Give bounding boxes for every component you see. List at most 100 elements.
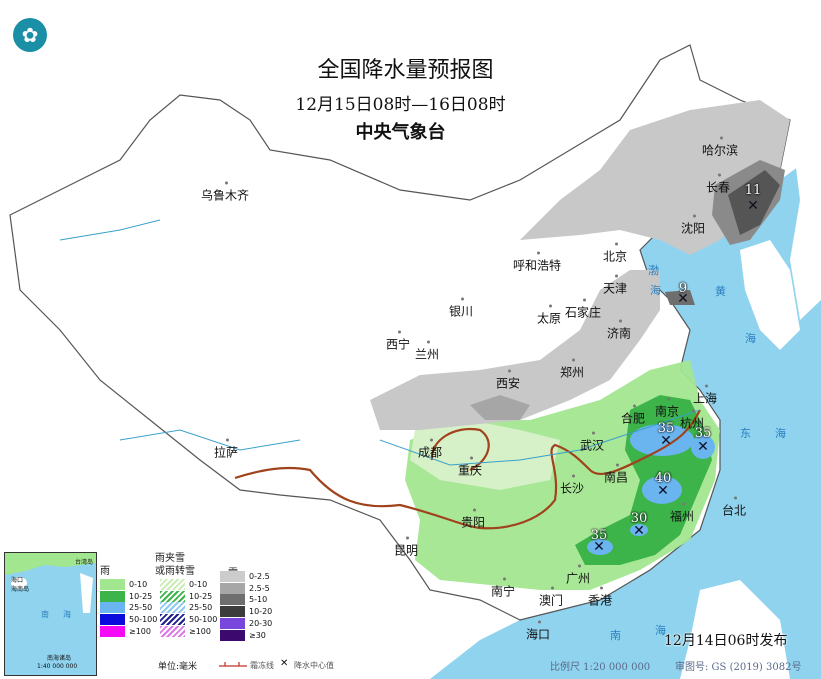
city-label: 广州 [565,564,591,586]
legend-label-snow: 10-20 [249,607,273,617]
japan-land [780,10,821,320]
map-scale: 比例尺 1:20 000 000 [550,662,651,673]
city-label: 哈尔滨 [701,136,739,158]
legend-swatch-rain [100,614,125,626]
legend-swatch-mixed [160,625,185,637]
legend-label-snow: 20-30 [249,618,273,628]
legend-label-rain: 50-100 [129,615,158,625]
legend-swatch-mixed [160,602,185,614]
issue-time: 12月14日06时发布 [664,633,788,649]
city-label: 福州 [669,502,695,524]
sea-label: 海 [745,332,756,345]
city-label: 沈阳 [680,214,706,236]
legend-label-mixed: 50-100 [189,615,218,625]
inset-label: 海南岛 [11,586,30,593]
legend-swatch-snow [220,617,245,629]
legend-label-snow: 5-10 [249,595,268,605]
city-label: 昆明 [393,536,419,558]
precip-center-value: 9 [678,281,688,296]
rain-25-50-area [630,424,694,456]
precip-center-x-icon: ✕ [657,483,669,499]
legend-swatch-snow [220,606,245,618]
legend-center-x-icon: ✕ [280,658,289,669]
city-label: 长沙 [559,474,585,496]
precip-center-x-icon: ✕ [697,439,709,455]
sea-label: 东 [740,427,751,440]
city-label: 呼和浩特 [512,251,562,273]
legend-label-mixed: 25-50 [189,603,213,613]
legend-label-rain: 25-50 [129,603,153,613]
legend-swatch-rain [100,579,125,590]
inset-hainan [11,577,27,589]
precip-center-value: 35 [590,528,608,543]
city-label: 南昌 [603,463,629,485]
inset-land [5,553,96,575]
legend-rain-title: 雨 [100,566,110,577]
legend-swatch-snow [220,629,245,641]
legend-swatch-mixed [160,590,185,602]
city-label: 乌鲁木齐 [200,181,250,203]
precip-center-x-icon: ✕ [677,291,689,307]
legend-front-label: 霜冻线 [250,661,274,670]
city-label: 西安 [495,369,521,391]
korea-land [740,240,800,350]
inset-label: 海口 [11,577,24,584]
precip-center-x-icon: ✕ [593,539,605,555]
inset-label: 台湾岛 [75,559,94,566]
rain-25-50-area [587,539,613,555]
south-china-sea-inset: 台湾岛 海口 海南岛 南 海 南海诸岛 1:40 000 000 [4,552,97,676]
precip-center-x-icon: ✕ [633,523,645,539]
legend-swatch-rain [100,590,125,602]
rain-25-50-area [630,524,648,536]
city-label: 北京 [602,242,628,264]
city-label: 银川 [448,297,474,319]
precip-center-value: 35 [694,426,712,441]
city-label: 济南 [606,319,632,341]
legend-mixed-title: 雨夹雪 [155,553,185,564]
legend-label-mixed: ≥100 [189,626,211,636]
city-label: 长春 [705,173,731,195]
legend-swatch-rain [100,625,125,637]
map-approval-number: 审图号: GS (2019) 3082号 [675,662,802,673]
precip-center-x-icon: ✕ [660,433,672,449]
cma-logo-icon: ✿ [13,18,47,52]
freezing-line-legend-icon [219,662,247,667]
freezing-line [430,427,490,471]
city-label: 南宁 [490,577,516,599]
snow-2.5-5-area [470,395,530,420]
city-label: 上海 [692,384,718,406]
city-label: 海口 [525,620,551,642]
legend-mixed-title: 或雨转雪 [155,566,195,577]
legend-label-mixed: 0-10 [189,580,208,589]
city-label: 西宁 [385,330,411,352]
sea-label: 黄 [715,285,726,298]
rain-25-50-area [642,476,682,504]
inset-label: 南海诸岛 [47,655,72,662]
city-label: 武汉 [579,431,605,453]
city-label: 天津 [602,274,628,296]
legend-center-label: 降水中心值 [294,661,334,670]
sea-label: 南 [610,629,621,642]
inset-scale: 1:40 000 000 [37,663,78,670]
city-label: 郑州 [559,358,585,380]
legend-label-snow: 2.5-5 [249,583,270,593]
precip-center-x-icon: ✕ [747,198,759,214]
mixed-0-10-area [410,420,560,490]
precip-center-value: 40 [654,471,672,486]
legend-label-rain: ≥100 [129,626,151,636]
legend-label-mixed: 10-25 [189,591,213,601]
snow-north-shandong [665,290,695,305]
legend-swatch-rain [100,602,125,614]
snow-10-20-area [728,170,780,235]
philippines-land [680,580,790,679]
city-label: 杭州 [679,409,705,431]
city-label: 贵阳 [460,508,486,530]
city-label: 香港 [587,586,613,608]
city-label: 合肥 [620,404,646,426]
sea-label: 渤 [648,264,659,277]
city-label: 澳门 [538,586,564,608]
legend-unit: 单位:毫米 [158,662,198,672]
city-label: 太原 [536,304,562,326]
sea-label: 海 [775,427,786,440]
inset-islands [80,573,93,613]
